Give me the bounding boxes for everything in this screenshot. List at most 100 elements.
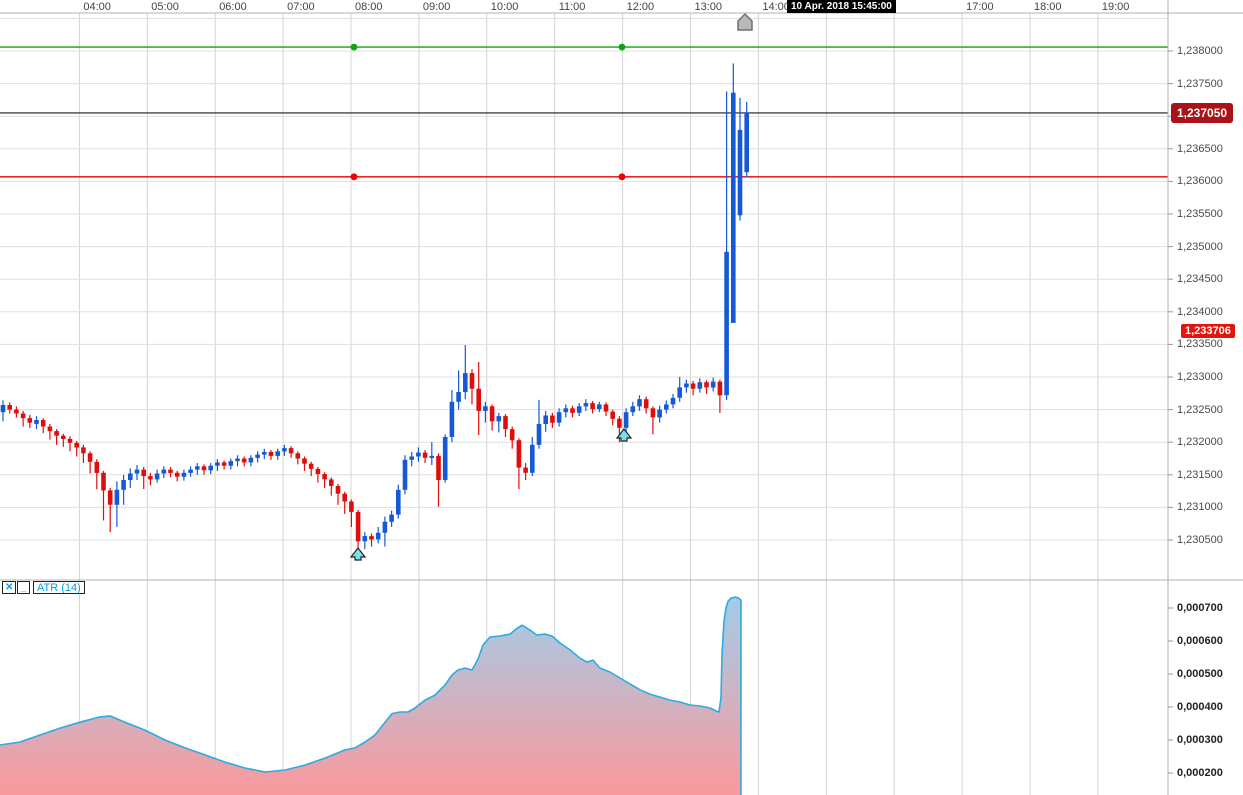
candle	[382, 521, 388, 533]
candle	[503, 416, 508, 430]
candle	[362, 536, 368, 542]
time-label-0900: 09:00	[422, 1, 451, 13]
time-label-0800: 08:00	[355, 1, 383, 13]
candle	[322, 474, 327, 480]
candle	[556, 412, 562, 423]
candle	[684, 383, 689, 388]
candle	[81, 447, 86, 454]
price-axis-label: 1,235500	[1177, 208, 1223, 220]
candle	[47, 426, 53, 432]
candle	[134, 469, 140, 474]
candle	[409, 456, 414, 460]
candle	[416, 452, 421, 457]
candle	[570, 408, 575, 413]
time-label-1100: 11:00	[558, 1, 586, 13]
candle	[630, 406, 636, 413]
candle	[308, 463, 314, 469]
candle	[248, 457, 254, 463]
candle	[523, 467, 528, 473]
candle	[396, 489, 401, 515]
candle	[489, 406, 495, 422]
candle	[188, 469, 193, 473]
price-axis-label: 1,231500	[1177, 468, 1223, 481]
atr-axis-label: 0,000300	[1177, 734, 1223, 746]
buy-arrow-icon	[615, 428, 633, 442]
candle	[154, 473, 160, 480]
candle	[704, 382, 709, 388]
candle	[141, 469, 146, 477]
candle	[20, 413, 26, 419]
price-axis-label: 1,236500	[1177, 142, 1223, 155]
price-axis-label: 1,234500	[1177, 273, 1223, 286]
candle	[262, 452, 267, 455]
price-axis-label: 1,235000	[1177, 240, 1223, 253]
candle	[576, 406, 582, 413]
line-handle-dot[interactable]	[618, 43, 626, 51]
candle	[94, 461, 100, 473]
price-axis-label: 1,234000	[1177, 305, 1223, 318]
candle	[637, 399, 642, 407]
atr-axis-label: 0,000200	[1177, 767, 1223, 779]
candle	[128, 473, 133, 480]
atr-close-button[interactable]: ✕	[2, 581, 17, 594]
candle	[87, 453, 93, 462]
candle	[0, 405, 6, 413]
time-label-1700: 17:00	[966, 1, 994, 13]
time-pointer-icon[interactable]	[737, 12, 753, 31]
time-label-1400: 14:00	[762, 1, 790, 13]
candle	[597, 404, 602, 409]
candle	[442, 437, 448, 480]
time-label-0400: 04:00	[83, 1, 111, 13]
candle	[429, 455, 435, 458]
time-label-0700: 07:00	[287, 1, 315, 13]
time-label-1300: 13:00	[694, 1, 723, 13]
candle	[342, 493, 347, 502]
candle	[717, 381, 723, 396]
candle	[610, 411, 615, 419]
candle	[295, 453, 301, 459]
order-price-badge: 1,233706	[1181, 323, 1235, 338]
candle	[563, 408, 569, 413]
candle	[509, 429, 515, 441]
candle	[456, 392, 461, 402]
candle	[530, 444, 535, 473]
candle	[268, 452, 274, 456]
price-axis-label: 1,231000	[1177, 501, 1223, 514]
candle	[40, 420, 46, 427]
line-handle-dot[interactable]	[350, 43, 358, 51]
price-axis-label: 1,232500	[1177, 403, 1223, 416]
candle	[282, 448, 287, 452]
time-label-1900: 19:00	[1101, 1, 1130, 13]
line-handle-dot[interactable]	[350, 173, 358, 181]
atr-minimize-button[interactable]: _	[17, 581, 30, 594]
price-axis-label: 1,237500	[1177, 77, 1223, 90]
candle	[121, 480, 126, 490]
candle	[228, 461, 234, 466]
candle	[275, 451, 280, 456]
time-label-1000: 10:00	[490, 1, 519, 13]
candle	[617, 418, 622, 428]
candle	[107, 490, 113, 505]
candle	[657, 409, 662, 418]
candle	[74, 442, 79, 448]
candle	[161, 469, 167, 474]
candle	[168, 469, 173, 473]
candle	[744, 112, 749, 173]
atr-axis-label: 0,000600	[1177, 635, 1223, 647]
candle	[235, 458, 240, 462]
candle	[737, 129, 743, 216]
atr-axis-label: 0,000500	[1177, 668, 1223, 680]
candle	[355, 512, 361, 542]
candle	[335, 485, 341, 494]
candle	[114, 489, 120, 505]
candle	[195, 466, 200, 470]
candle	[550, 415, 555, 423]
line-handle-dot[interactable]	[618, 173, 626, 181]
candle	[731, 92, 736, 323]
candle	[449, 401, 455, 437]
candle	[463, 373, 468, 392]
atr-indicator-label[interactable]: ATR (14)	[33, 581, 85, 594]
candle	[54, 431, 59, 436]
candle	[623, 412, 629, 428]
